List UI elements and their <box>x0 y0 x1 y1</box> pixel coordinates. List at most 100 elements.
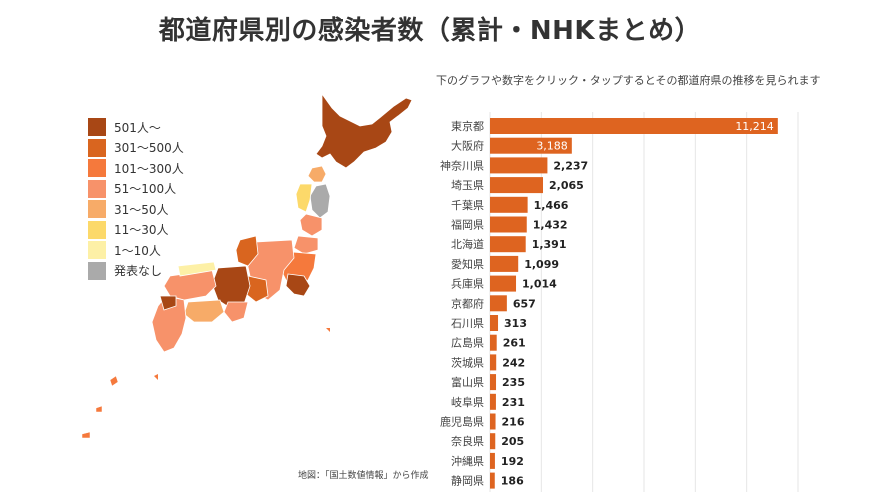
legend-swatch <box>88 179 106 198</box>
legend-item-11-30: 11〜30人 <box>88 220 184 241</box>
map-region-hokuriku[interactable] <box>235 235 259 267</box>
japan-map-svg <box>81 92 413 439</box>
value-label[interactable]: 261 <box>503 337 526 350</box>
japan-map <box>60 90 430 450</box>
category-label[interactable]: 岐阜県 <box>451 396 484 409</box>
bar[interactable] <box>490 118 778 134</box>
page-title: 都道府県別の感染者数（累計・NHKまとめ） <box>158 16 702 46</box>
legend-item-501-plus: 501人〜 <box>88 117 184 138</box>
bar[interactable] <box>490 157 548 174</box>
bar[interactable] <box>490 413 496 430</box>
bar[interactable] <box>490 236 526 253</box>
value-label[interactable]: 1,391 <box>532 238 567 251</box>
category-label[interactable]: 北海道 <box>451 237 484 251</box>
value-label[interactable]: 235 <box>502 376 525 389</box>
category-label[interactable]: 広島県 <box>451 336 484 350</box>
category-label[interactable]: 千葉県 <box>451 198 484 212</box>
category-label[interactable]: 東京都 <box>451 119 484 133</box>
map-region-fukushima[interactable] <box>293 235 319 255</box>
legend-label: 11〜30人 <box>114 223 169 238</box>
map-region-miyagi[interactable] <box>299 213 323 237</box>
bar[interactable] <box>490 472 495 489</box>
legend-label: 51〜100人 <box>114 182 177 197</box>
value-label[interactable]: 11,214 <box>735 120 774 133</box>
value-label[interactable]: 1,099 <box>524 258 559 271</box>
bar[interactable] <box>490 177 544 194</box>
map-region-kyushu[interactable] <box>151 295 187 353</box>
value-label[interactable]: 313 <box>504 317 527 330</box>
legend-swatch <box>88 261 106 280</box>
legend-label: 発表なし <box>114 264 163 279</box>
bar[interactable] <box>490 275 517 292</box>
category-label[interactable]: 富山県 <box>451 375 484 389</box>
map-region-kii[interactable] <box>223 301 249 323</box>
map-region-hokkaido[interactable] <box>315 92 413 169</box>
bar[interactable] <box>490 433 496 450</box>
bar[interactable] <box>490 374 497 391</box>
bar[interactable] <box>490 315 499 331</box>
legend-item-301-500: 301〜500人 <box>88 138 184 159</box>
map-region-sanin[interactable] <box>177 261 217 277</box>
category-label[interactable]: 大阪府 <box>451 139 484 153</box>
bar-chart: 東京都 11,214 大阪府 3,188 神奈川県 2,237 埼玉県 2,065 千葉県 1,4… <box>434 112 854 493</box>
map-region-tokyo-area[interactable] <box>285 273 311 297</box>
legend-item-101-300: 101〜300人 <box>88 158 184 179</box>
bar[interactable] <box>490 334 497 351</box>
legend-swatch <box>88 118 106 137</box>
value-label[interactable]: 1,432 <box>533 219 568 232</box>
legend-label: 301〜500人 <box>114 141 184 156</box>
value-label[interactable]: 186 <box>501 475 524 488</box>
map-region-fukuoka[interactable] <box>159 295 177 311</box>
value-label[interactable]: 1,014 <box>522 278 557 291</box>
legend-item-none: 発表なし <box>88 261 184 282</box>
bar[interactable] <box>490 137 572 154</box>
map-region-aomori[interactable] <box>307 165 327 183</box>
value-label[interactable]: 205 <box>501 435 524 448</box>
bar[interactable] <box>490 196 528 213</box>
map-region-akita[interactable] <box>295 183 313 213</box>
bar-chart-svg: 東京都 11,214 大阪府 3,188 神奈川県 2,237 埼玉県 2,065 千葉県 1,4… <box>440 112 799 493</box>
value-label[interactable]: 216 <box>502 416 525 429</box>
bar[interactable] <box>490 216 527 233</box>
category-label[interactable]: 静岡県 <box>451 474 484 488</box>
legend-item-1-10: 1〜10人 <box>88 240 184 261</box>
category-label[interactable]: 沖縄県 <box>451 454 484 468</box>
bar[interactable] <box>490 354 497 371</box>
legend-label: 101〜300人 <box>114 161 184 176</box>
category-label[interactable]: 愛知県 <box>451 257 484 271</box>
category-label[interactable]: 鹿児島県 <box>440 415 484 429</box>
category-label[interactable]: 埼玉県 <box>451 178 484 192</box>
map-region-chugoku[interactable] <box>163 269 217 301</box>
map-region-iwate[interactable] <box>309 183 331 219</box>
value-label[interactable]: 242 <box>502 356 525 369</box>
legend-swatch <box>88 241 106 260</box>
value-label[interactable]: 2,065 <box>549 179 584 192</box>
category-label[interactable]: 京都府 <box>451 296 484 310</box>
map-credit: 地図：「国土数値情報」から作成 <box>298 471 429 481</box>
bar[interactable] <box>490 255 519 272</box>
category-label[interactable]: 石川県 <box>451 317 484 330</box>
category-label[interactable]: 奈良県 <box>451 434 484 448</box>
category-label[interactable]: 神奈川県 <box>440 158 484 172</box>
bar[interactable] <box>490 393 496 410</box>
map-region-okinawa[interactable] <box>81 375 119 439</box>
bar[interactable] <box>490 452 495 469</box>
legend-item-51-100: 51〜100人 <box>88 179 184 200</box>
category-label[interactable]: 茨城県 <box>451 355 484 369</box>
legend-item-31-50: 31〜50人 <box>88 199 184 220</box>
category-label[interactable]: 兵庫県 <box>451 277 484 291</box>
value-label[interactable]: 231 <box>502 396 525 409</box>
map-region-shikoku[interactable] <box>183 299 225 323</box>
value-label[interactable]: 657 <box>513 297 536 310</box>
value-label[interactable]: 3,188 <box>536 140 568 153</box>
category-label[interactable]: 福岡県 <box>451 218 484 232</box>
value-label[interactable]: 1,466 <box>534 199 569 212</box>
legend-swatch <box>88 220 106 239</box>
legend-swatch <box>88 159 106 178</box>
legend-label: 31〜50人 <box>114 202 169 217</box>
value-label[interactable]: 192 <box>501 455 524 468</box>
value-label[interactable]: 2,237 <box>553 159 588 172</box>
instruction-text: 下のグラフや数字をクリック・タップするとその都道府県の推移を見られます <box>436 74 821 87</box>
bar[interactable] <box>490 295 507 312</box>
legend-swatch <box>88 138 106 157</box>
